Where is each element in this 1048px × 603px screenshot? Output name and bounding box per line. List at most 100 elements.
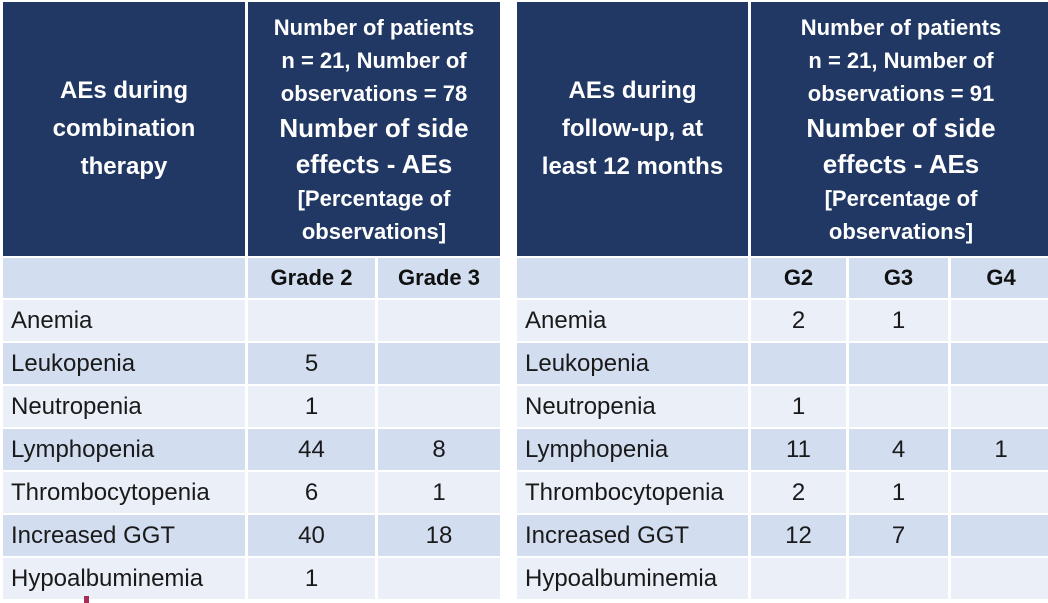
table-row: Leukopenia [514,341,1048,386]
value-cell: 1 [748,384,849,429]
table-body: Grade 2 Grade 3 Anemia Leukopenia 5 Neutropen… [0,256,503,601]
column-header-empty-cell [514,256,751,300]
table-body: G2 G3 G4 Anemia 2 1 Leukopenia Neutropenia 1 Lymp… [514,256,1048,601]
value-cell: 44 [245,427,378,472]
stats-line: [Percentage of [824,185,978,211]
value-cell: 12 [748,513,849,558]
red-artifact-mark [84,596,89,603]
table-row: Anemia [0,298,503,343]
value-cell [375,298,503,343]
value-cell: 1 [245,556,378,601]
stats-line: n = 21, Number of [281,47,467,73]
stats-line: Number of patients [800,14,1002,40]
table-row: Increased GGT 40 18 [0,513,503,558]
stats-line: observations] [828,218,974,244]
table-row: Lymphopenia 11 4 1 [514,427,1048,472]
stats-line: Number of side [279,112,469,143]
title-line: AEs during [59,77,188,104]
value-cell [245,298,378,343]
title-line: AEs during [568,77,697,104]
column-header-cell: Grade 2 [245,256,378,300]
follow-up-table: AEs during follow-up, at least 12 months… [514,0,1048,601]
table-stats-follow-up: Number of patients n = 21, Number of obs… [747,0,1048,258]
row-label: Hypoalbuminemia [514,556,751,601]
value-cell: 6 [245,470,378,515]
table-row: Thrombocytopenia 6 1 [0,470,503,515]
table-row: Neutropenia 1 [0,384,503,429]
stats-line: Number of side [806,112,996,143]
value-cell [748,556,849,601]
value-cell: 7 [846,513,951,558]
column-header-cell: G2 [748,256,849,300]
column-header-empty-cell [0,256,248,300]
value-cell: 5 [245,341,378,386]
row-label: Thrombocytopenia [0,470,248,515]
table-title-combination: AEs during combination therapy [0,0,248,258]
value-cell: 1 [947,427,1048,472]
value-cell: 1 [846,298,951,343]
table-row: Anemia 2 1 [514,298,1048,343]
value-cell [947,470,1048,515]
value-cell [947,513,1048,558]
combination-therapy-table: AEs during combination therapy Number of… [0,0,503,601]
value-cell [375,341,503,386]
stats-line: effects - AEs [295,148,453,179]
stats-line: [Percentage of [297,185,451,211]
value-cell [375,556,503,601]
value-cell: 8 [375,427,503,472]
row-label: Neutropenia [514,384,751,429]
row-label: Thrombocytopenia [514,470,751,515]
value-cell [947,384,1048,429]
value-cell: 1 [375,470,503,515]
value-cell: 18 [375,513,503,558]
column-header-cell: G3 [846,256,951,300]
column-header-row: G2 G3 G4 [514,256,1048,300]
table-row: Lymphopenia 44 8 [0,427,503,472]
table-row: Thrombocytopenia 2 1 [514,470,1048,515]
value-cell [846,556,951,601]
table-row: Hypoalbuminemia [514,556,1048,601]
stats-line: n = 21, Number of [808,47,994,73]
value-cell [748,341,849,386]
value-cell: 11 [748,427,849,472]
title-line: combination [52,115,196,142]
value-cell [375,384,503,429]
stats-line: observations = 78 [280,80,468,106]
row-label: Hypoalbuminemia [0,556,248,601]
row-label: Increased GGT [0,513,248,558]
value-cell: 40 [245,513,378,558]
table-stats-combination: Number of patients n = 21, Number of obs… [245,0,503,258]
value-cell [846,341,951,386]
table-row: Leukopenia 5 [0,341,503,386]
value-cell: 1 [245,384,378,429]
value-cell [947,556,1048,601]
row-label: Lymphopenia [514,427,751,472]
value-cell: 2 [748,470,849,515]
stats-line: Number of patients [273,14,475,40]
stats-line: observations] [301,218,447,244]
table-header-row: AEs during follow-up, at least 12 months… [514,0,1048,258]
value-cell: 4 [846,427,951,472]
title-line: therapy [80,153,168,180]
stats-line: observations = 91 [807,80,995,106]
title-line: follow-up, at [561,115,704,142]
column-header-cell: G4 [947,256,1048,300]
row-label: Leukopenia [0,341,248,386]
table-header-row: AEs during combination therapy Number of… [0,0,503,258]
row-label: Anemia [0,298,248,343]
table-title-follow-up: AEs during follow-up, at least 12 months [514,0,751,258]
title-line: least 12 months [541,153,724,180]
value-cell [947,341,1048,386]
column-header-row: Grade 2 Grade 3 [0,256,503,300]
column-header-cell: Grade 3 [375,256,503,300]
row-label: Increased GGT [514,513,751,558]
table-row: Hypoalbuminemia 1 [0,556,503,601]
stats-line: effects - AEs [822,148,980,179]
row-label: Neutropenia [0,384,248,429]
table-row: Neutropenia 1 [514,384,1048,429]
value-cell [947,298,1048,343]
row-label: Anemia [514,298,751,343]
value-cell: 2 [748,298,849,343]
